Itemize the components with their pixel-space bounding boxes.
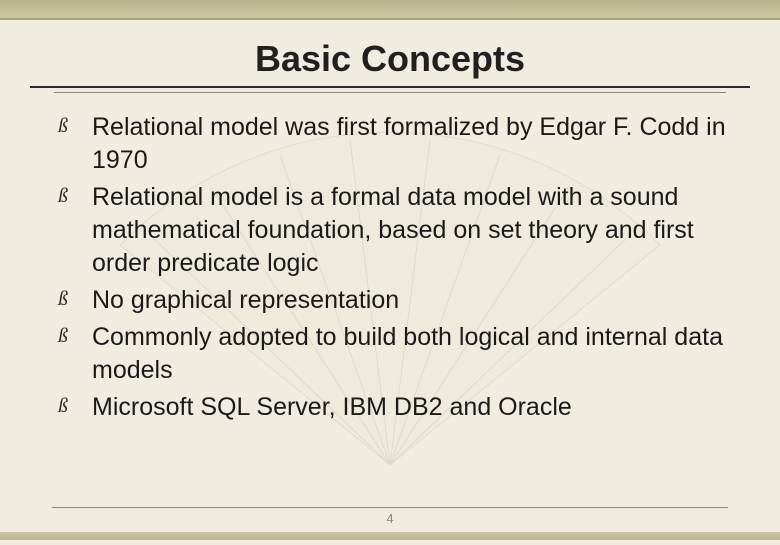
slide-title: Basic Concepts [28,38,752,80]
bullet-text: No graphical representation [92,286,399,314]
title-subline [54,92,726,93]
bullet-text: Microsoft SQL Server, IBM DB2 and Oracle [92,393,572,421]
bullet-marker-icon: ß [58,183,68,209]
footer-rule [52,507,728,508]
bullet-list: ß Relational model was first formalized … [28,111,752,424]
list-item: ß Commonly adopted to build both logical… [62,321,734,387]
list-item: ß Relational model was first formalized … [62,111,734,177]
list-item: ß No graphical representation [62,284,734,317]
slide: Basic Concepts ß Relational model was fi… [0,0,780,540]
bullet-marker-icon: ß [58,323,68,349]
page-number: 4 [0,511,780,526]
title-underline [30,86,750,88]
bullet-text: Relational model was first formalized by… [92,113,726,174]
bullet-marker-icon: ß [58,393,68,419]
bullet-text: Commonly adopted to build both logical a… [92,323,723,384]
bullet-marker-icon: ß [58,286,68,312]
list-item: ß Microsoft SQL Server, IBM DB2 and Orac… [62,391,734,424]
bullet-marker-icon: ß [58,113,68,139]
list-item: ß Relational model is a formal data mode… [62,181,734,280]
bullet-text: Relational model is a formal data model … [92,183,694,277]
